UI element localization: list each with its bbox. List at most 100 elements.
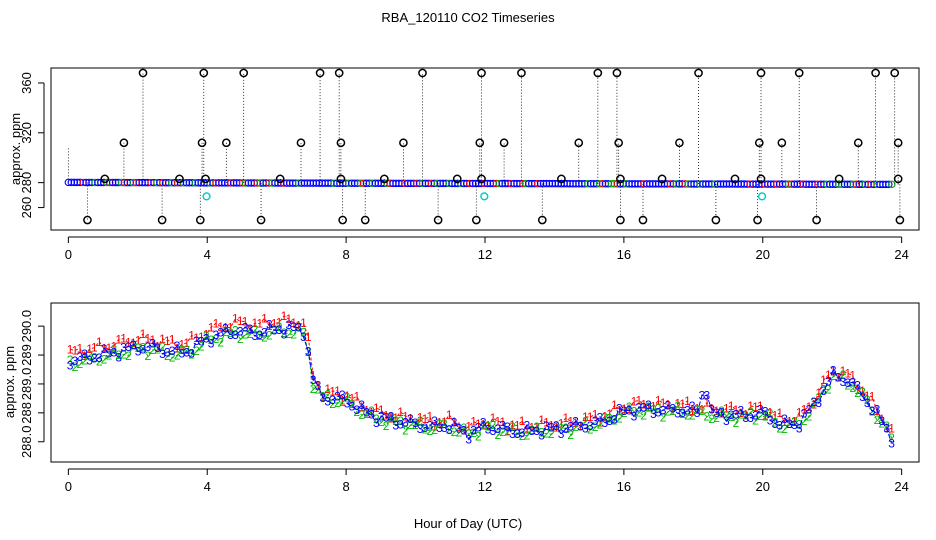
top-spike-368-point: [477, 68, 486, 78]
bottom-series-3-marker: 3: [101, 342, 108, 356]
bottom-series-1-marker: 1: [251, 316, 258, 330]
bottom-series-3-marker: 3: [232, 328, 239, 342]
bottom-series-2-marker: 2: [601, 410, 608, 424]
bottom-series-2-marker: 2: [718, 404, 725, 418]
bottom-series-3-marker: 3: [704, 389, 711, 403]
top-spike-312-point: [893, 138, 903, 148]
bottom-series-3-marker: 3: [621, 404, 628, 418]
bottom-x-tick-label: 4: [204, 479, 211, 494]
bottom-x-tick-label: 16: [617, 479, 631, 494]
bottom-series-3-marker: 3: [781, 412, 788, 426]
bottom-series-1-marker: 1: [392, 411, 399, 425]
bottom-series-2-marker: 2: [616, 412, 623, 426]
top-spike-368-point: [756, 68, 766, 78]
bottom-x-tick-label: 0: [65, 479, 72, 494]
bottom-series-1-marker: 1: [198, 330, 205, 344]
bottom-series-2-marker: 2: [203, 329, 210, 343]
bottom-series-1-marker: 1: [728, 399, 735, 413]
bottom-series-2-marker: 2: [237, 332, 244, 346]
top-drop-250-point: [256, 215, 266, 225]
panel-bottom-frame: [50, 302, 920, 463]
bottom-series-3-marker: 3: [665, 398, 672, 412]
top-marker-283-point: [100, 174, 110, 184]
bottom-series-1-marker: 1: [815, 386, 822, 400]
bottom-series-1-marker: 1: [285, 312, 292, 326]
bottom-series-1-marker: 1: [733, 403, 740, 417]
top-marker-283-point: [834, 174, 844, 184]
bottom-series-2-marker: 2: [188, 347, 195, 361]
bottom-series-1-marker: 1: [801, 402, 808, 416]
bottom-series-2-marker: 2: [271, 323, 278, 337]
bottom-series-2-marker: 2: [849, 381, 856, 395]
bottom-series-3-marker: 3: [864, 396, 871, 410]
bottom-series-1-marker: 1: [752, 400, 759, 414]
x-axis-label: Hour of Day (UTC): [414, 516, 522, 531]
bottom-series-2-marker: 2: [222, 325, 229, 339]
top-drop-250-point: [616, 215, 625, 225]
bottom-series-3-marker: 3: [772, 417, 779, 431]
bottom-series-3-marker: 3: [281, 327, 288, 341]
bottom-series-2-marker: 2: [334, 396, 341, 410]
top-spike-312-point: [853, 138, 863, 148]
bottom-series-3-marker: 3: [810, 395, 817, 409]
bottom-x-tick-label: 12: [478, 479, 492, 494]
bottom-series-1-marker: 1: [383, 409, 390, 423]
bottom-series-2-marker: 2: [621, 406, 628, 420]
bottom-series-3-marker: 3: [402, 416, 409, 430]
bottom-series-2-marker: 2: [543, 427, 550, 441]
bottom-series-2-marker: 2: [154, 343, 161, 357]
top-drop-250-point: [753, 215, 762, 225]
bottom-series-3-marker: 3: [533, 424, 540, 438]
bottom-series-3-marker: 3: [553, 419, 560, 433]
bottom-series-1-marker: 1: [621, 402, 628, 416]
bottom-series-2-marker: 2: [694, 403, 701, 417]
bottom-series-1-marker: 1: [315, 379, 322, 393]
top-marker-283-point: [616, 174, 625, 184]
bottom-series-3-marker: 3: [115, 350, 122, 364]
bottom-series-1-marker: 1: [704, 396, 711, 410]
bottom-series-3-marker: 3: [524, 418, 531, 432]
bottom-series-1-marker: 1: [548, 419, 555, 433]
bottom-series-1-marker: 1: [300, 316, 307, 330]
bottom-series-3-marker: 3: [251, 329, 258, 343]
bottom-y-tick-label: 289.0: [19, 368, 34, 401]
bottom-series-2-marker: 2: [441, 417, 448, 431]
bottom-series-1-marker: 1: [329, 384, 336, 398]
bottom-series-3-marker: 3: [378, 409, 385, 423]
bottom-series-2-marker: 2: [266, 328, 273, 342]
bottom-series-1-marker: 1: [864, 389, 871, 403]
bottom-series-1-marker: 1: [120, 332, 127, 346]
bottom-series-1-marker: 1: [738, 406, 745, 420]
panel-top-y-label: approx. ppm: [8, 113, 23, 185]
bottom-series-3-marker: 3: [713, 406, 720, 420]
bottom-series-2-marker: 2: [247, 327, 254, 341]
bottom-series-3-marker: 3: [499, 418, 506, 432]
bottom-series-2-marker: 2: [830, 369, 837, 383]
bottom-series-1-marker: 1: [86, 342, 93, 356]
bottom-series-1-marker: 1: [402, 409, 409, 423]
top-y-tick-label: 360: [19, 72, 34, 94]
bottom-series-2-marker: 2: [388, 411, 395, 425]
bottom-series-3-marker: 3: [558, 427, 565, 441]
panel-top: 0 4 8 12 16 20 24 260 280 320 360 approx. ppm: [8, 67, 920, 262]
bottom-series-1-marker: 1: [271, 317, 278, 331]
bottom-series-1-marker: 1: [640, 397, 647, 411]
bottom-series-1-marker: 1: [509, 418, 516, 432]
top-spike-312-point: [475, 138, 485, 148]
bottom-series-1-marker: 1: [125, 336, 132, 350]
bottom-series-2-marker: 2: [383, 419, 390, 433]
bottom-series-1-marker: 1: [261, 311, 268, 325]
bottom-series-3-marker: 3: [247, 322, 254, 336]
bottom-series-1-marker: 1: [757, 399, 764, 413]
bottom-series-2-marker: 2: [115, 348, 122, 362]
bottom-series-3-marker: 3: [315, 378, 322, 392]
bottom-series-3-marker: 3: [179, 346, 186, 360]
bottom-series-1-marker: 1: [849, 368, 856, 382]
bottom-series-2-marker: 2: [742, 409, 749, 423]
top-drop-250-point: [338, 215, 347, 225]
bottom-series-3-marker: 3: [645, 398, 652, 412]
bottom-series-1-marker: 1: [310, 369, 317, 383]
bottom-series-1-marker: 1: [485, 418, 492, 432]
top-spike-312-point: [754, 138, 764, 148]
